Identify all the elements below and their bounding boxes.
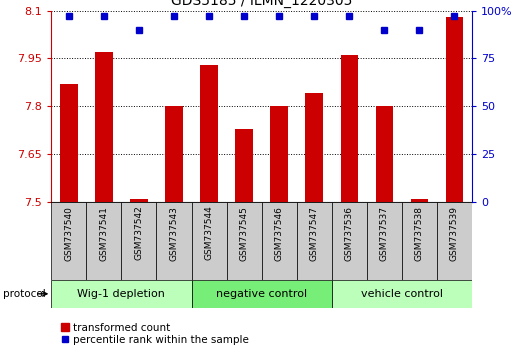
Text: GSM737544: GSM737544 bbox=[205, 206, 213, 261]
Bar bbox=[446, 17, 463, 202]
Text: GSM737541: GSM737541 bbox=[100, 206, 108, 261]
Bar bbox=[191, 202, 227, 280]
Text: negative control: negative control bbox=[216, 289, 307, 299]
Bar bbox=[130, 199, 148, 202]
Bar bbox=[122, 202, 156, 280]
Bar bbox=[95, 52, 113, 202]
Legend: transformed count, percentile rank within the sample: transformed count, percentile rank withi… bbox=[56, 318, 253, 349]
Bar bbox=[165, 106, 183, 202]
Bar bbox=[437, 202, 472, 280]
Bar bbox=[402, 202, 437, 280]
Bar bbox=[297, 202, 332, 280]
Bar bbox=[200, 65, 218, 202]
Text: GSM737542: GSM737542 bbox=[134, 206, 144, 261]
Text: GSM737538: GSM737538 bbox=[415, 206, 424, 261]
Bar bbox=[341, 55, 358, 202]
Text: GSM737539: GSM737539 bbox=[450, 206, 459, 261]
Bar bbox=[191, 280, 332, 308]
Bar bbox=[86, 202, 122, 280]
Text: GSM737537: GSM737537 bbox=[380, 206, 389, 261]
Text: vehicle control: vehicle control bbox=[361, 289, 443, 299]
Bar bbox=[332, 280, 472, 308]
Bar bbox=[410, 199, 428, 202]
Text: GSM737543: GSM737543 bbox=[169, 206, 179, 261]
Text: Wig-1 depletion: Wig-1 depletion bbox=[77, 289, 165, 299]
Title: GDS5185 / ILMN_1220305: GDS5185 / ILMN_1220305 bbox=[171, 0, 352, 8]
Bar bbox=[367, 202, 402, 280]
Bar bbox=[270, 106, 288, 202]
Bar bbox=[156, 202, 191, 280]
Bar bbox=[332, 202, 367, 280]
Bar bbox=[376, 106, 393, 202]
Bar bbox=[305, 93, 323, 202]
Text: GSM737540: GSM737540 bbox=[64, 206, 73, 261]
Bar bbox=[235, 129, 253, 202]
Bar bbox=[262, 202, 297, 280]
Text: protocol: protocol bbox=[3, 289, 45, 299]
Text: GSM737546: GSM737546 bbox=[274, 206, 284, 261]
Bar bbox=[51, 202, 86, 280]
Bar bbox=[227, 202, 262, 280]
Bar bbox=[60, 84, 77, 202]
Text: GSM737536: GSM737536 bbox=[345, 206, 354, 261]
Text: GSM737547: GSM737547 bbox=[310, 206, 319, 261]
Bar bbox=[51, 280, 191, 308]
Text: GSM737545: GSM737545 bbox=[240, 206, 249, 261]
